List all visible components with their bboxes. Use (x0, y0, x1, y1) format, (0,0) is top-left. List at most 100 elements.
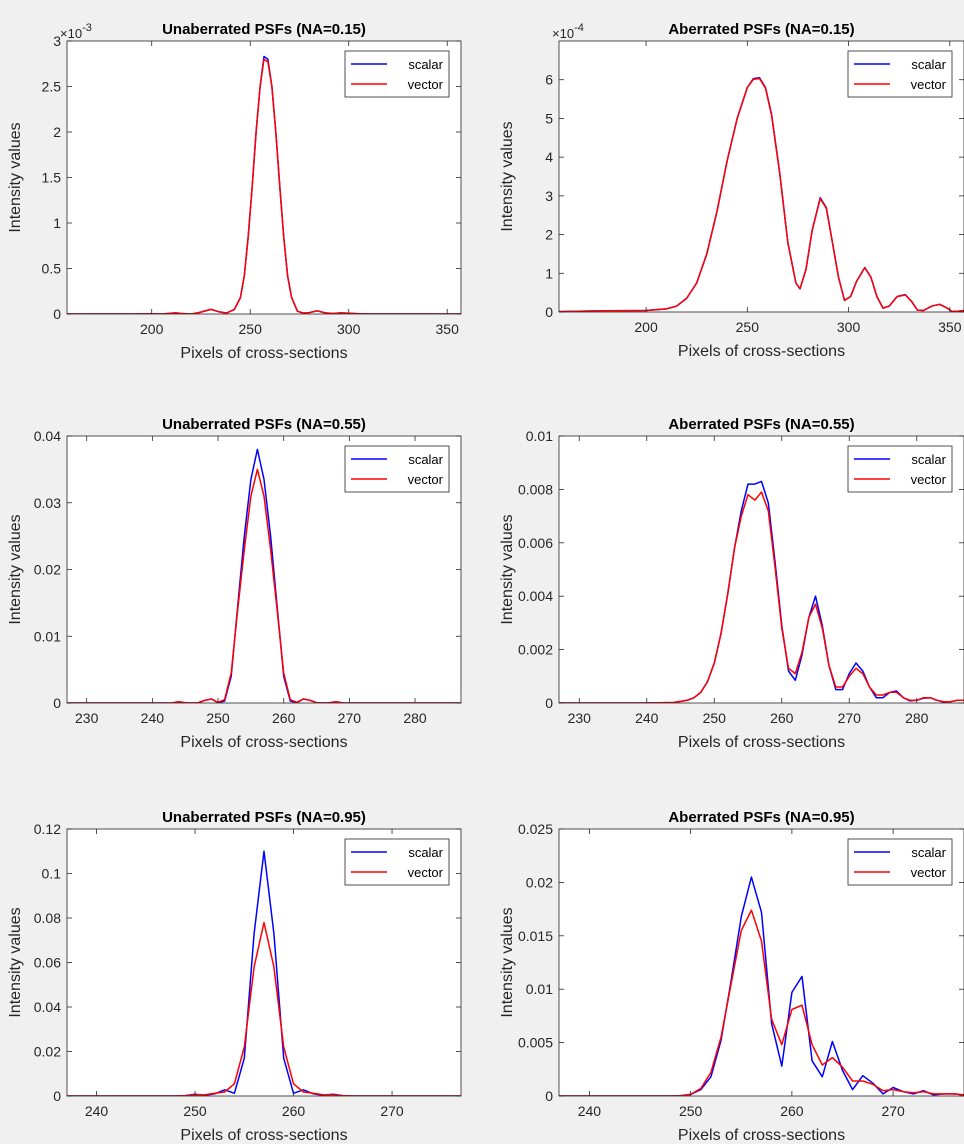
chart-title: Unaberrated PSFs (NA=0.55) (162, 416, 366, 433)
y-tick-label: 0.1 (42, 866, 62, 882)
x-tick-label: 300 (337, 321, 361, 337)
legend-label-scalar: scalar (911, 845, 946, 860)
y-tick-label: 0 (545, 304, 553, 320)
y-axis-label: Intensity values (499, 907, 516, 1017)
y-axis-label: Intensity values (7, 514, 24, 624)
axes-box (558, 828, 964, 1097)
legend-label-vector: vector (408, 77, 444, 92)
legend-label-vector: vector (408, 472, 444, 487)
y-tick-label: 2 (53, 124, 61, 140)
y-tick-label: 0.01 (526, 981, 553, 997)
x-axis-label: Pixels of cross-sections (678, 343, 845, 360)
axes-box (558, 40, 964, 313)
legend-label-vector: vector (911, 77, 947, 92)
y-tick-label: 3 (545, 188, 553, 204)
x-tick-label: 250 (703, 710, 727, 726)
legend: scalar vector (847, 445, 953, 493)
x-tick-label: 240 (141, 710, 165, 726)
chart-title: Unaberrated PSFs (NA=0.95) (162, 809, 366, 826)
chart-title: Aberrated PSFs (NA=0.55) (668, 416, 854, 433)
x-axis-label: Pixels of cross-sections (180, 734, 347, 751)
x-tick-label: 350 (436, 321, 460, 337)
y-tick-label: 6 (545, 72, 553, 88)
x-tick-label: 260 (282, 1103, 306, 1119)
series-line-vector (559, 491, 964, 703)
y-tick-label: 0.12 (34, 821, 61, 837)
y-tick-label: 0.04 (34, 428, 61, 444)
x-tick-label: 240 (85, 1103, 109, 1119)
legend-box (847, 445, 953, 493)
y-axis-label: Intensity values (7, 907, 24, 1017)
x-tick-label: 270 (838, 710, 862, 726)
x-tick-label: 280 (403, 710, 427, 726)
series-group (67, 850, 461, 1096)
y-tick-label: 3 (53, 33, 61, 49)
chart-title: Unaberrated PSFs (NA=0.15) (162, 21, 366, 38)
x-tick-label: 250 (239, 321, 263, 337)
y-tick-label: 0 (545, 1088, 553, 1104)
chart-title: Aberrated PSFs (NA=0.15) (668, 21, 854, 38)
series-line-vector (559, 77, 964, 312)
x-tick-label: 230 (568, 710, 592, 726)
series-group (559, 480, 964, 703)
y-tick-label: 0 (545, 695, 553, 711)
x-tick-label: 260 (272, 710, 296, 726)
x-tick-label: 280 (905, 710, 929, 726)
legend-label-vector: vector (911, 865, 947, 880)
chart-panel-5: 240 250 260 270 0 0.02 0.04 0.06 0.08 0.1 0.12 Unab… (7, 809, 462, 1144)
legend: scalar vector (847, 838, 953, 886)
legend-box (847, 50, 953, 98)
x-tick-label: 250 (183, 1103, 207, 1119)
x-tick-label: 270 (380, 1103, 404, 1119)
chart-panel-3: 230 240 250 260 270 280 0 0.01 0.02 0.03 0.04 Unabe… (7, 416, 462, 751)
y-tick-label: 0.004 (518, 588, 553, 604)
x-tick-label: 230 (75, 710, 99, 726)
series-group (559, 77, 964, 312)
series-group (559, 876, 964, 1096)
legend: scalar vector (344, 445, 450, 493)
x-tick-label: 300 (837, 319, 861, 335)
x-tick-label: 200 (140, 321, 164, 337)
x-tick-label: 250 (679, 1103, 703, 1119)
legend-label-scalar: scalar (911, 57, 946, 72)
y-axis-label: Intensity values (7, 122, 24, 232)
x-tick-label: 270 (881, 1103, 905, 1119)
y-tick-label: 0 (53, 695, 61, 711)
chart-panel-6: 240 250 260 270 0 0.005 0.01 0.015 0.02 0.025 Aber… (499, 809, 964, 1144)
chart-panel-2: 200 250 300 350 0 1 2 3 4 5 6 ×10-4 Aberrated PSFs (… (499, 21, 964, 360)
y-tick-label: 0.002 (518, 642, 553, 658)
x-tick-label: 240 (578, 1103, 602, 1119)
chart-panel-1: 200 250 300 350 0 0.5 1 1.5 2 2.5 3 ×10-3 Unaberrate… (7, 21, 462, 362)
y-axis-label: Intensity values (499, 121, 516, 231)
y-tick-label: 0.01 (34, 628, 61, 644)
chart-panel-4: 230 240 250 260 270 280 0 0.002 0.004 0.006 0.008 0… (499, 416, 964, 751)
x-tick-label: 250 (736, 319, 760, 335)
x-axis-label: Pixels of cross-sections (180, 1127, 347, 1144)
x-tick-label: 350 (938, 319, 962, 335)
y-tick-label: 0 (53, 306, 61, 322)
x-axis-label: Pixels of cross-sections (180, 345, 347, 362)
x-tick-label: 260 (780, 1103, 804, 1119)
x-axis-label: Pixels of cross-sections (678, 734, 845, 751)
legend: scalar vector (344, 838, 450, 886)
y-tick-label: 0.08 (34, 910, 61, 926)
legend-box (344, 838, 450, 886)
legend: scalar vector (344, 50, 450, 98)
y-tick-label: 0.006 (518, 535, 553, 551)
series-line-scalar (559, 876, 964, 1096)
x-axis-label: Pixels of cross-sections (678, 1127, 845, 1144)
y-tick-label: 1 (545, 265, 553, 281)
y-tick-label: 0 (53, 1088, 61, 1104)
legend-label-scalar: scalar (911, 452, 946, 467)
series-line-vector (67, 921, 461, 1096)
y-tick-label: 0.06 (34, 955, 61, 971)
x-tick-label: 200 (634, 319, 658, 335)
y-tick-label: 0.04 (34, 999, 61, 1015)
y-tick-label: 0.025 (518, 821, 553, 837)
y-tick-label: 1 (53, 215, 61, 231)
y-tick-label: 2 (545, 227, 553, 243)
legend: scalar vector (847, 50, 953, 98)
legend-box (344, 445, 450, 493)
y-tick-label: 0.01 (526, 428, 553, 444)
